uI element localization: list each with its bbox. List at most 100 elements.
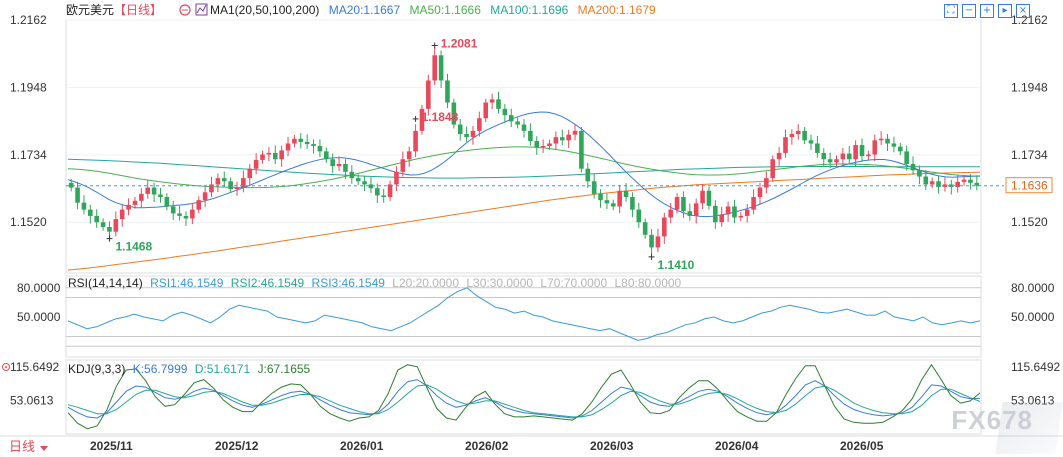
candle-body <box>292 138 297 144</box>
candle-body <box>426 80 431 109</box>
period-dropdown-icon[interactable] <box>40 446 48 451</box>
candle-body <box>776 152 782 160</box>
candle-body <box>323 151 329 160</box>
candle-body <box>394 171 399 185</box>
drag-handle-icon[interactable] <box>2 363 10 371</box>
candle-body <box>177 213 182 216</box>
price-grid <box>66 19 981 223</box>
ma200-line <box>67 171 981 271</box>
candle-body <box>846 153 852 160</box>
rsi-line <box>67 287 981 341</box>
candle-body <box>540 146 546 148</box>
candle-body <box>119 209 125 220</box>
candle-body <box>241 178 246 188</box>
candle-body <box>649 234 654 248</box>
candle-body <box>304 141 310 145</box>
candle-body <box>598 193 603 201</box>
price-y-tick-left: 1.1948 <box>10 80 47 94</box>
candle-body <box>68 182 74 188</box>
candle-body <box>483 102 489 119</box>
kdj-lines <box>67 363 981 430</box>
annotation-label: 1.1848 <box>422 110 459 124</box>
candle-body <box>534 140 540 148</box>
candle-body <box>834 159 839 163</box>
candle-body <box>502 108 508 116</box>
rsi-y-tick-right: 80.0000 <box>1011 281 1055 295</box>
period-button[interactable]: 日线 <box>9 439 35 454</box>
candle-body <box>553 137 559 144</box>
settings-icon[interactable] <box>179 4 191 16</box>
candle-body <box>266 152 272 155</box>
price-y-tick-right: 1.2162 <box>1011 13 1048 27</box>
l70-value: L70:70.0000 <box>540 276 607 290</box>
candle-body <box>139 193 144 201</box>
rsi1-value: RSI1:46.1549 <box>150 276 224 290</box>
close-icon[interactable]: × <box>1016 4 1030 18</box>
rsi-label: RSI(14,14,14) <box>68 276 143 290</box>
candle-body <box>732 206 737 218</box>
kdj-k-line <box>67 379 981 419</box>
candle-body <box>94 215 99 223</box>
candle-body <box>196 200 202 210</box>
ma100-line <box>67 158 980 179</box>
candle-body <box>719 214 725 223</box>
candle-body <box>100 222 106 227</box>
candle-body <box>132 200 138 205</box>
candle-body <box>151 187 157 195</box>
candle-body <box>75 187 80 203</box>
candle-body <box>751 197 756 210</box>
scroll-right-icon[interactable]: ▸ <box>998 4 1012 18</box>
candle-body <box>815 143 820 153</box>
rsi-y-tick-left: 80.0000 <box>17 281 61 295</box>
rsi3-value: RSI3:46.1549 <box>312 276 386 290</box>
candle-body <box>209 184 214 193</box>
candle-body <box>113 219 119 232</box>
candle-body <box>623 190 629 198</box>
candle-body <box>821 152 827 160</box>
candle-body <box>330 159 335 167</box>
candle-body <box>406 151 412 160</box>
candle-body <box>725 206 731 215</box>
ma50-value: MA50:1.1666 <box>409 3 481 17</box>
candle-body <box>311 144 316 146</box>
candle-body <box>923 176 929 185</box>
candle-body <box>802 130 807 141</box>
candle-body <box>572 130 578 135</box>
zoom-out-icon[interactable]: − <box>962 4 976 18</box>
x-tick-label: 2026/04 <box>715 439 759 453</box>
candle-body <box>859 145 865 157</box>
candle-body <box>872 140 878 155</box>
kdj-y-axis: 115.6492 115.6492 53.0613 53.0613 <box>10 360 1060 407</box>
candle-body <box>770 159 776 179</box>
candle-body <box>107 226 112 232</box>
candle-body <box>579 130 584 169</box>
rsi-lines <box>67 287 981 341</box>
candle-body <box>642 222 648 235</box>
candle-body <box>445 80 450 103</box>
candle-body <box>610 203 616 207</box>
candle-body <box>190 209 195 219</box>
candle-body <box>508 115 514 122</box>
candle-body <box>757 187 763 198</box>
candle-body <box>853 145 858 160</box>
candle-body <box>585 168 591 182</box>
candle-body <box>477 118 482 131</box>
candle-body <box>655 236 661 248</box>
candle-body <box>145 187 151 194</box>
candle-body <box>738 215 744 218</box>
price-y-tick-left: 1.1734 <box>10 148 47 162</box>
rsi-y-tick-left: 50.0000 <box>17 310 61 324</box>
candle-body <box>744 209 750 216</box>
candle-body <box>496 99 501 109</box>
candle-body <box>929 181 935 185</box>
kdj-y-tick-right: 53.0613 <box>1011 393 1055 407</box>
candle-body <box>936 181 941 187</box>
candle-body <box>968 179 973 183</box>
candlesticks <box>68 47 980 255</box>
d-value: D:51.6171 <box>195 362 251 376</box>
fullscreen-icon[interactable]: ⛶ <box>944 4 958 18</box>
zoom-in-icon[interactable]: + <box>980 4 994 18</box>
candle-body <box>470 130 476 138</box>
candle-body <box>591 181 597 194</box>
candle-body <box>419 108 425 131</box>
